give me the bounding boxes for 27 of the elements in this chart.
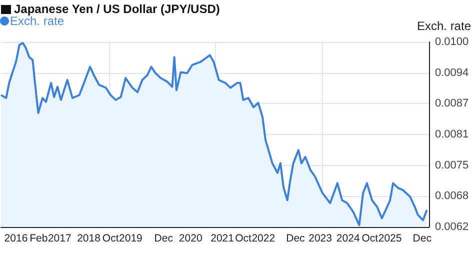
x-tick-label: 2019 [119,232,143,244]
x-tick-label: 2023 [308,232,332,244]
y-tick-label: 0.0068 [435,190,469,202]
x-tick-label: Oct [102,232,119,244]
chart-title: Japanese Yen / US Dollar (JPY/USD) [14,2,220,16]
x-tick-label: Oct [235,232,252,244]
y-tick-label: 0.0075 [435,159,469,172]
x-tick-label: 2016 [4,232,28,244]
legend-label: Exch. rate [10,14,64,28]
y-tick-label: 0.0062 [435,221,469,233]
x-tick-label: 2025 [378,232,402,244]
y-tick-label: 0.0087 [435,98,469,110]
x-tick-label: 2020 [178,232,202,244]
x-tick-label: 2022 [252,232,276,244]
y-tick-label: 0.0094 [435,66,469,79]
x-tick-label: Feb [30,232,48,244]
x-tick-label: Dec [154,232,173,244]
x-tick-label: 2017 [48,232,72,244]
x-tick-label: 2018 [77,232,101,244]
x-tick-label: Dec [412,232,432,244]
y-tick-label: 0.0100 [435,36,469,48]
y-tick-label: 0.0081 [435,128,469,140]
y-axis-title: Exch. rate [416,19,472,33]
x-tick-label: Dec [286,232,305,244]
x-tick-label: 2021 [210,232,234,244]
x-tick-label: 2024 [336,232,360,244]
x-tick-label: Oct [362,232,378,244]
